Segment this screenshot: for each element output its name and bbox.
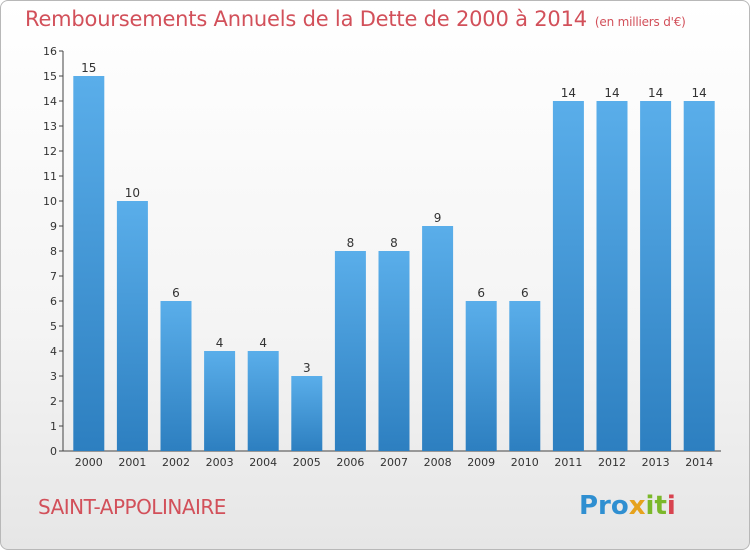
bars: 15 2000 10 2001 6 2002 4 2003 4 2004 3 2005 8 2006 8 20… bbox=[73, 61, 715, 469]
bar-2004 bbox=[247, 351, 279, 451]
y-tick-label: 6 bbox=[50, 295, 57, 308]
y-tick-label: 0 bbox=[50, 445, 57, 458]
x-tick-label: 2014 bbox=[685, 456, 713, 469]
x-tick-label: 2000 bbox=[75, 456, 103, 469]
logo-part-1: Pro bbox=[579, 491, 629, 521]
bar-value-label: 10 bbox=[125, 186, 140, 200]
proxiti-logo: Proxiti bbox=[579, 491, 676, 521]
bar-2010 bbox=[509, 301, 541, 451]
chart-title: Remboursements Annuels de la Dette de 20… bbox=[25, 7, 686, 31]
y-tick-label: 12 bbox=[43, 145, 57, 158]
x-tick-label: 2009 bbox=[467, 456, 495, 469]
bar-2014 bbox=[683, 101, 715, 451]
y-tick-label: 16 bbox=[43, 45, 57, 58]
bar-value-label: 6 bbox=[477, 286, 485, 300]
y-tick-label: 11 bbox=[43, 170, 57, 183]
bar-value-label: 6 bbox=[172, 286, 180, 300]
bar-2012 bbox=[596, 101, 628, 451]
x-tick-label: 2011 bbox=[554, 456, 582, 469]
logo-part-4: i bbox=[666, 491, 676, 521]
bar-value-label: 14 bbox=[692, 86, 707, 100]
y-tick-label: 8 bbox=[50, 245, 57, 258]
bar-2007 bbox=[378, 251, 410, 451]
bar-2001 bbox=[116, 201, 148, 451]
commune-name: SAINT-APPOLINAIRE bbox=[38, 495, 226, 519]
bar-value-label: 8 bbox=[347, 236, 355, 250]
y-tick-label: 2 bbox=[50, 395, 57, 408]
bar-2011 bbox=[552, 101, 584, 451]
x-tick-label: 2007 bbox=[380, 456, 408, 469]
x-tick-label: 2012 bbox=[598, 456, 626, 469]
chart-title-text: Remboursements Annuels de la Dette de 20… bbox=[25, 7, 587, 31]
y-tick-label: 3 bbox=[50, 370, 57, 383]
x-tick-label: 2008 bbox=[424, 456, 452, 469]
bar-2003 bbox=[204, 351, 236, 451]
y-tick-label: 13 bbox=[43, 120, 57, 133]
x-tick-label: 2005 bbox=[293, 456, 321, 469]
bar-value-label: 3 bbox=[303, 361, 311, 375]
y-tick-label: 15 bbox=[43, 70, 57, 83]
bar-2005 bbox=[291, 376, 323, 451]
bar-value-label: 6 bbox=[521, 286, 529, 300]
bar-value-label: 14 bbox=[604, 86, 619, 100]
bar-value-label: 15 bbox=[81, 61, 96, 75]
y-tick-label: 10 bbox=[43, 195, 57, 208]
y-tick-label: 1 bbox=[50, 420, 57, 433]
chart-subtitle: (en milliers d'€) bbox=[594, 15, 686, 29]
x-tick-label: 2006 bbox=[336, 456, 364, 469]
bar-2009 bbox=[465, 301, 497, 451]
y-tick-label: 7 bbox=[50, 270, 57, 283]
bar-value-label: 4 bbox=[216, 336, 224, 350]
bar-value-label: 14 bbox=[561, 86, 576, 100]
bar-value-label: 14 bbox=[648, 86, 663, 100]
bar-2008 bbox=[422, 226, 454, 451]
logo-part-3: it bbox=[645, 491, 667, 521]
bar-2000 bbox=[73, 76, 105, 451]
y-tick-label: 5 bbox=[50, 320, 57, 333]
bar-value-label: 4 bbox=[259, 336, 267, 350]
bar-value-label: 8 bbox=[390, 236, 398, 250]
bar-2013 bbox=[640, 101, 672, 451]
bar-2002 bbox=[160, 301, 192, 451]
x-tick-label: 2001 bbox=[118, 456, 146, 469]
bar-2006 bbox=[334, 251, 366, 451]
x-tick-label: 2004 bbox=[249, 456, 277, 469]
logo-part-2: x bbox=[628, 491, 646, 521]
x-tick-label: 2003 bbox=[206, 456, 234, 469]
y-tick-label: 14 bbox=[43, 95, 57, 108]
x-tick-label: 2002 bbox=[162, 456, 190, 469]
y-tick-label: 9 bbox=[50, 220, 57, 233]
y-tick-label: 4 bbox=[50, 345, 57, 358]
bar-value-label: 9 bbox=[434, 211, 442, 225]
x-tick-label: 2013 bbox=[642, 456, 670, 469]
x-tick-label: 2010 bbox=[511, 456, 539, 469]
